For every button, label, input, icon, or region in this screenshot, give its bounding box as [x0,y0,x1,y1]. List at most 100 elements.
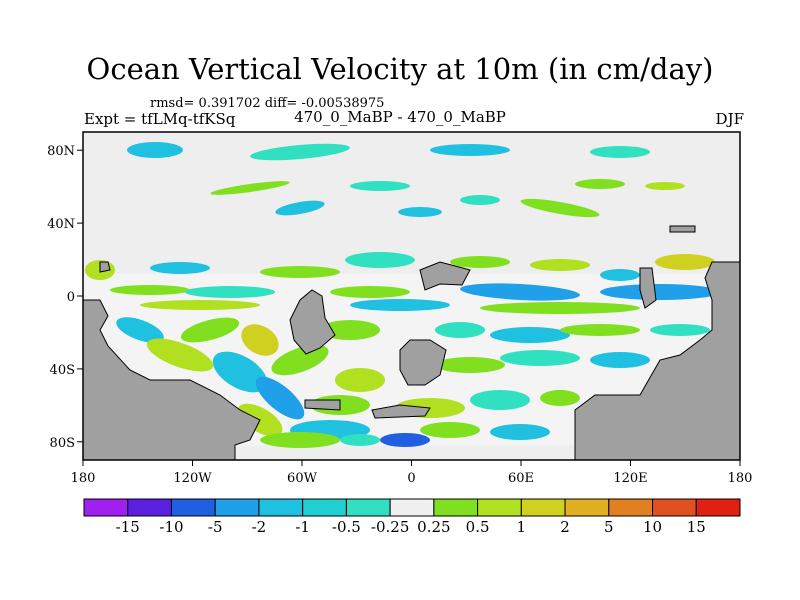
field-contour [420,422,480,438]
colorbar-label: -0.25 [371,518,409,536]
land-mass [99,261,111,273]
colorbar-label: -5 [208,518,223,536]
field-contour [260,266,340,278]
field-contour [650,324,710,336]
field-contour [241,324,279,356]
x-tick-label: 180 [728,471,753,486]
field-contour [330,286,410,298]
field-contour [590,146,650,158]
x-tick-label: 120E [613,471,647,486]
colorbar-label: 15 [687,518,706,536]
colorbar-swatch [345,498,391,517]
field-contour [480,302,640,314]
colorbar-label: 10 [643,518,662,536]
y-tick-label: 80S [50,436,75,451]
colorbar-swatch [608,498,654,517]
colorbar-swatch [83,498,129,517]
colorbar-swatch [302,498,347,517]
field-contour [275,200,325,216]
colorbar-swatch [170,498,216,517]
case-label: 470_0_MaBP - 470_0_MaBP [294,108,506,126]
colorbar-label: -0.5 [332,518,361,536]
y-axis: 80N 40N 0 40S 80S [47,144,83,451]
land-mass [371,404,431,419]
colorbar-swatch [477,498,522,517]
field-contour [460,283,580,301]
field-contour [350,181,410,191]
field-contour [600,269,640,281]
y-tick-label: 40N [47,217,75,232]
field-contour [255,376,305,420]
field-contour [655,254,715,270]
field-contour [110,285,190,295]
colorbar-swatch [127,498,172,517]
field-contour [450,256,510,268]
field-contour [470,390,530,410]
colorbar-swatch [258,498,304,517]
field-contour [435,357,505,373]
colorbar-swatch [433,498,479,517]
field-contour [380,433,430,447]
y-tick-label: 0 [67,290,75,305]
field-contour [530,259,590,271]
field-contour [600,284,720,300]
land-mass [83,299,261,460]
season-label: DJF [715,110,744,128]
field-contour [540,390,580,406]
field-contour [212,351,268,393]
colorbar-label: -10 [159,518,183,536]
colorbar-label: -15 [116,518,140,536]
y-tick-label: 80N [47,144,75,159]
x-axis: 180 120W 60W 0 60E 120E 180 [71,460,753,486]
x-tick-label: 0 [407,471,415,486]
field-contour [435,322,485,338]
field-contour [560,324,640,336]
land-mass [639,267,657,309]
field-contour [430,144,510,156]
colorbar-label: 2 [560,518,570,536]
experiment-label: Expt = tfLMq-tfKSq [84,110,236,128]
field-contour [185,286,275,298]
land-mass [669,225,696,233]
field-contour [210,181,290,195]
colorbar-swatch [695,498,741,517]
colorbar: -15 -10 -5 -2 -1 -0.5 -0.25 0.25 0.5 1 2 5 10 15 [83,498,741,536]
colorbar-swatch [389,498,435,517]
field-contour [460,195,500,205]
colorbar-swatch [214,498,260,517]
field-contour [116,317,164,343]
colorbar-label: -2 [252,518,267,536]
chart-title: Ocean Vertical Velocity at 10m (in cm/da… [86,52,714,86]
field-contour [146,338,214,372]
field-contour [335,368,385,392]
field-contour [260,432,340,448]
field-contour [490,424,550,440]
field-contour [345,252,415,268]
land-mass [574,261,740,460]
x-tick-label: 120W [173,471,212,486]
field-contour [520,198,600,218]
field-contour [180,317,240,343]
y-tick-label: 40S [50,363,75,378]
rmsd-diff-stats: rmsd= 0.391702 diff= -0.00538975 [150,96,385,111]
field-contour [575,179,625,189]
field-contour [150,262,210,274]
colorbar-swatch [564,498,610,517]
field-contour [590,352,650,368]
field-contour [140,300,260,310]
field-contour [271,344,329,376]
colorbar-label: 0.5 [466,518,490,536]
field-contour [398,207,442,217]
colorbar-label: -1 [295,518,310,536]
field-contour [490,327,570,343]
colorbar-swatch [520,498,566,517]
colorbar-label: 5 [604,518,614,536]
field-contour [340,434,380,446]
field-contour [500,350,580,366]
field-contour [127,142,183,158]
field-contour [350,299,450,311]
land-masks [83,225,740,460]
land-mass [419,261,471,291]
colorbar-label: 0.25 [417,518,450,536]
